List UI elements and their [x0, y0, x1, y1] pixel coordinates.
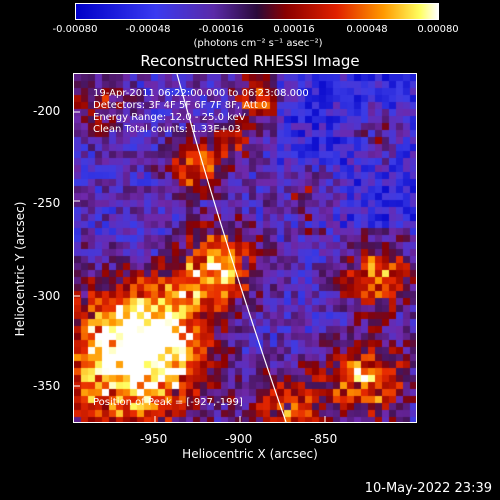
info-energy-range: Energy Range: 12.0 - 25.0 keV [93, 112, 246, 123]
info-clean: Clean Total counts: 1.33E+03 [93, 124, 241, 135]
colorbar-units: (photons cm⁻² s⁻¹ asec⁻²) [193, 38, 323, 49]
colorbar-tick-label: 0.00048 [346, 24, 388, 35]
x-tick-label: -900 [225, 432, 253, 446]
x-tick-label: -950 [140, 432, 168, 446]
rhessi-image [73, 73, 417, 423]
heatmap-canvas [74, 74, 416, 422]
y-tick-label: -350 [33, 379, 61, 393]
solar-limb-line [176, 74, 287, 422]
peak-position: Position of Peak = [-927,-199] [93, 397, 243, 408]
colorbar-tick-label: -0.00016 [198, 24, 244, 35]
y-tick-label: -200 [33, 104, 61, 118]
x-axis-label: Heliocentric X (arcsec) [182, 447, 318, 461]
y-axis-label: Heliocentric Y (arcsec) [13, 201, 27, 337]
colorbar [75, 3, 439, 20]
y-tick-label: -250 [33, 196, 61, 210]
info-time-range: 19-Apr-2011 06:22:00.000 to 06:23:08.000 [93, 88, 309, 99]
date-stamp: 10-May-2022 23:39 [364, 481, 492, 496]
colorbar-tick-label: 0.00080 [417, 24, 459, 35]
image-title: Reconstructed RHESSI Image [140, 52, 360, 70]
colorbar-tick-label: 0.00016 [273, 24, 315, 35]
colorbar-tick-label: -0.00048 [125, 24, 171, 35]
info-detectors: Detectors: 3F 4F 5F 6F 7F 8F, Att 0 [93, 100, 268, 111]
colorbar-tick-label: -0.00080 [52, 24, 98, 35]
y-tick-label: -300 [33, 289, 61, 303]
x-tick-label: -850 [310, 432, 338, 446]
